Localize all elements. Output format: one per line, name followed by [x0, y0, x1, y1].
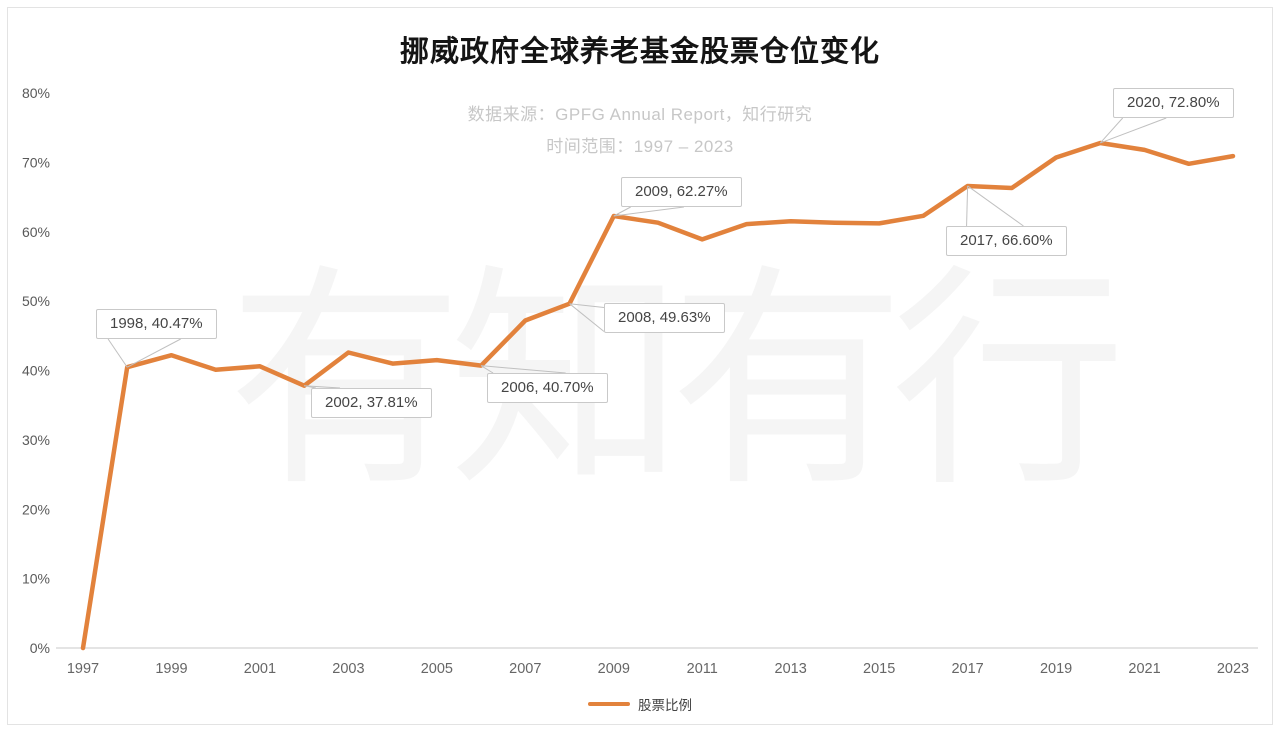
y-axis-tick: 10% [22, 571, 50, 587]
legend-item-equity-ratio[interactable]: 股票比例 [0, 694, 1280, 714]
legend-label: 股票比例 [638, 698, 692, 713]
x-axis-tick: 1997 [67, 661, 99, 677]
x-axis-tick: 2017 [951, 661, 983, 677]
x-axis-tick: 2003 [332, 661, 364, 677]
label-leader-line [304, 385, 341, 389]
label-leader-line [1100, 117, 1167, 144]
x-axis-tick: 2013 [775, 661, 807, 677]
y-axis-tick: 0% [30, 640, 50, 656]
chart-subtitle-range: 时间范围：1997 – 2023 [546, 137, 734, 156]
x-axis-tick: 2011 [687, 661, 718, 677]
chart-title: 挪威政府全球养老基金股票仓位变化 [399, 36, 880, 68]
x-axis-tick: 2005 [421, 661, 453, 677]
watermark: 有知有行 [228, 249, 1126, 513]
label-leader-line [966, 185, 969, 227]
y-axis-tick: 50% [22, 293, 50, 309]
data-label-2017: 2017, 66.60% [946, 226, 1067, 256]
data-label-2008: 2008, 49.63% [604, 303, 725, 333]
data-label-2020: 2020, 72.80% [1113, 88, 1234, 118]
x-axis-tick: 2019 [1040, 661, 1072, 677]
y-axis-tick: 80% [22, 85, 50, 101]
x-axis-tick: 2023 [1217, 661, 1249, 677]
label-leader-line [613, 206, 631, 217]
data-label-1998: 1998, 40.47% [96, 309, 217, 339]
chart-subtitle-source: 数据来源：GPFG Annual Report，知行研究 [467, 105, 813, 124]
y-axis-tick: 20% [22, 501, 50, 517]
y-axis-tick: 30% [22, 432, 50, 448]
x-axis-tick: 2021 [1128, 661, 1160, 677]
y-axis-tick: 40% [22, 363, 50, 379]
x-axis-tick: 2009 [598, 661, 630, 677]
series-line-equity-ratio [80, 140, 1236, 651]
label-leader-line [613, 206, 684, 217]
label-leader-line [1099, 117, 1124, 144]
label-leader-line [569, 303, 605, 332]
data-label-2002: 2002, 37.81% [311, 388, 432, 418]
x-axis-tick: 2001 [244, 661, 276, 677]
x-axis-tick: 2007 [509, 661, 541, 677]
label-leader-line [107, 338, 128, 368]
label-leader-line [126, 338, 181, 368]
label-leader-line [480, 365, 494, 374]
y-axis-tick: 60% [22, 224, 50, 240]
y-axis-tick: 70% [22, 154, 50, 170]
x-axis-tick: 2015 [863, 661, 895, 677]
x-axis-tick: 1999 [155, 661, 187, 677]
legend-line-marker [588, 702, 630, 706]
data-label-2009: 2009, 62.27% [621, 177, 742, 207]
data-label-2006: 2006, 40.70% [487, 373, 608, 403]
label-leader-line [569, 303, 605, 308]
label-leader-line [481, 365, 566, 374]
label-leader-line [967, 185, 1024, 227]
